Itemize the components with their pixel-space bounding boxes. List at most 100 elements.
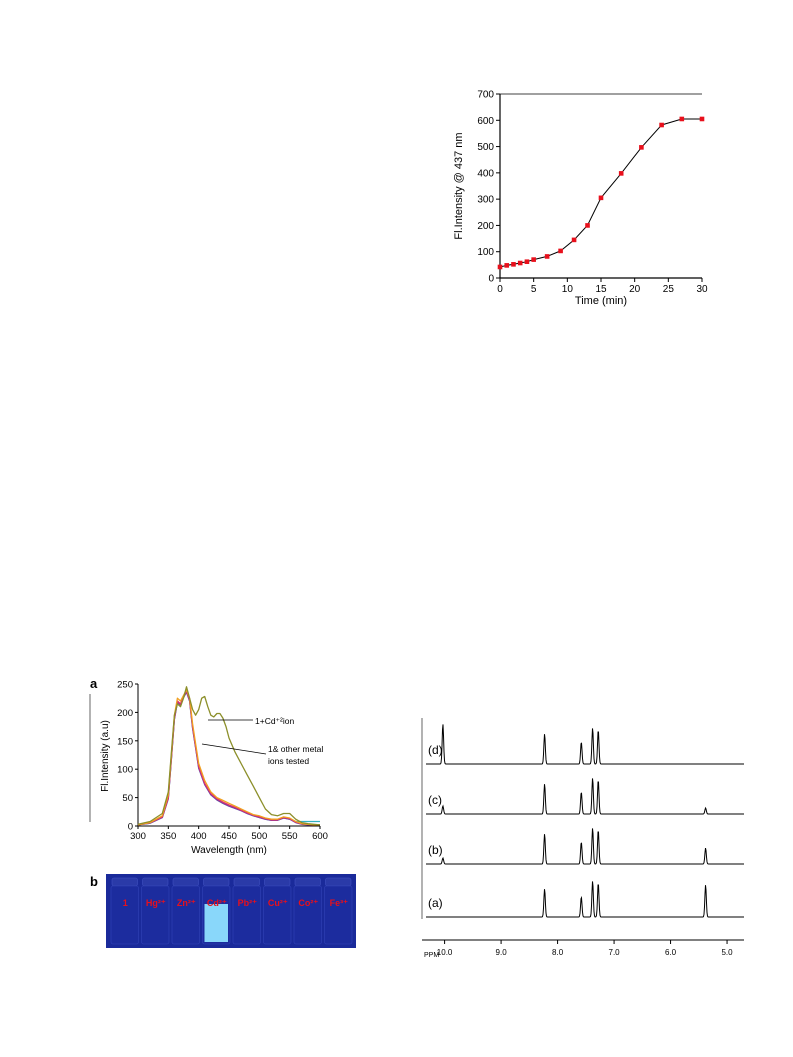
spectra-y-tick-label: 150 [117, 736, 133, 747]
vial-cap [203, 877, 230, 887]
spectra-y-tick-label: 200 [117, 708, 133, 719]
time-course-x-tick-label: 20 [629, 284, 641, 295]
nmr-trace-label: (c) [428, 793, 442, 807]
time-course-y-tick-label: 400 [477, 168, 494, 179]
time-course-x-tick-label: 10 [562, 284, 574, 295]
time-course-point [571, 237, 577, 243]
vial-body [110, 885, 139, 945]
nmr-stacked-spectra: (d) (c) (b) (a) 10.0 9.0 8.0 7.0 6.0 5.0 PPM [421, 718, 744, 959]
vial-body [293, 885, 322, 945]
time-course-point [585, 223, 590, 228]
nmr-x-label: PPM [424, 952, 439, 959]
panel-label-b: b [90, 874, 98, 889]
vial-label: Cd²⁺ [207, 898, 227, 908]
time-course-x-tick-label: 15 [595, 284, 607, 295]
vial-body [171, 885, 200, 945]
spectra-y-tick-label: 50 [122, 793, 133, 804]
other-ions-annotation-arrow [201, 743, 267, 755]
time-course-point [639, 145, 644, 150]
time-course-point [618, 171, 624, 176]
spectra-x-tick-label: 400 [191, 831, 207, 842]
spectra-y-tick-label: 250 [117, 680, 133, 691]
time-course-y-tick-label: 700 [477, 90, 494, 101]
vial-label: Cu²⁺ [268, 898, 288, 908]
nmr-trace-label: (d) [428, 743, 443, 757]
vial-cap [111, 877, 138, 887]
time-course-line [499, 118, 702, 268]
spectra-x-tick-label: 600 [312, 831, 328, 842]
vial-label: Hg²⁺ [146, 898, 166, 908]
time-course-point [497, 264, 503, 270]
spectra-x-tick-label: 450 [221, 831, 237, 842]
vial-cap [325, 877, 352, 887]
time-course-point [659, 122, 664, 128]
nmr-x-tick-label: 7.0 [609, 948, 621, 957]
vial-cap [294, 877, 321, 887]
other-ions-annotation-label-1: 1& other metal [268, 744, 323, 754]
spectra-y-tick-label: 100 [117, 765, 133, 776]
vial-cap [264, 877, 291, 887]
time-course-point [531, 257, 536, 262]
vial-label: Zn²⁺ [177, 898, 196, 908]
time-course-point [544, 254, 550, 259]
vial-body [232, 885, 261, 945]
time-course-point [558, 248, 563, 254]
spectrum-series-line [137, 689, 320, 826]
vial-cap [233, 877, 260, 887]
nmr-x-tick-label: 5.0 [721, 948, 733, 957]
spectra-x-label: Wavelength (nm) [191, 845, 267, 856]
vial-fluorescence-glow [204, 904, 228, 942]
spectra-x-tick-label: 300 [130, 831, 146, 842]
spectra-y-label: Fl.Intensity (a.u) [100, 720, 111, 792]
time-course-point [504, 263, 510, 268]
spectra-y-tick-label: 0 [128, 822, 133, 833]
time-course-point [511, 262, 516, 267]
nmr-x-tick-label: 6.0 [665, 948, 677, 957]
time-course-point [679, 116, 685, 122]
time-course-y-tick-label: 200 [477, 221, 494, 232]
vial-label: 1 [123, 898, 128, 908]
vial-cap [142, 877, 169, 887]
emission-spectra-chart: a 300 350 400 450 500 550 600 0 50 100 150 200 250 1… [89, 676, 328, 856]
other-ions-annotation-label-2: ions tested [268, 756, 309, 766]
vial-body [263, 885, 292, 945]
spectra-x-tick-label: 550 [282, 831, 298, 842]
vial-label: Fe³⁺ [330, 898, 349, 908]
time-course-x-tick-label: 30 [696, 284, 708, 295]
time-course-x-tick-label: 5 [531, 284, 537, 295]
time-course-y-tick-label: 0 [488, 274, 494, 285]
nmr-trace [426, 828, 744, 865]
time-course-y-tick-label: 300 [477, 195, 494, 206]
vial-body [324, 885, 353, 945]
nmr-x-tick-label: 10.0 [437, 948, 453, 957]
time-course-point [598, 195, 604, 201]
spectra-x-tick-label: 500 [251, 831, 267, 842]
time-course-y-label: Fl.Intensity @ 437 nm [453, 132, 465, 239]
nmr-trace [426, 881, 744, 918]
time-course-y-tick-label: 500 [477, 142, 494, 153]
vial-body [141, 885, 170, 945]
nmr-x-tick-label: 8.0 [552, 948, 564, 957]
time-course-point [524, 259, 530, 265]
cd-annotation-label: 1+Cd⁺²ion [255, 716, 294, 726]
time-course-y-tick-label: 600 [477, 116, 494, 127]
time-course-y-tick-label: 100 [477, 247, 494, 258]
vial-cap [172, 877, 199, 887]
nmr-trace [426, 778, 744, 815]
time-course-point [699, 116, 705, 122]
vial-photo: b 1 Hg²⁺ Zn²⁺ Cd²⁺ Pb²⁺ Cu²⁺ Co²⁺ Fe³⁺ [90, 874, 356, 948]
time-course-x-tick-label: 25 [663, 284, 675, 295]
nmr-trace-label: (b) [428, 843, 443, 857]
nmr-x-tick-label: 9.0 [496, 948, 508, 957]
time-course-point [517, 260, 523, 266]
nmr-trace [426, 724, 744, 765]
spectrum-series-line [137, 686, 321, 826]
time-course-x-label: Time (min) [575, 295, 627, 307]
spectra-x-tick-label: 350 [160, 831, 176, 842]
time-course-x-tick-label: 0 [497, 284, 503, 295]
vial-label: Co²⁺ [298, 898, 318, 908]
vial-label: Pb²⁺ [238, 898, 257, 908]
nmr-trace-label: (a) [428, 896, 443, 910]
panel-label-a: a [90, 676, 98, 691]
